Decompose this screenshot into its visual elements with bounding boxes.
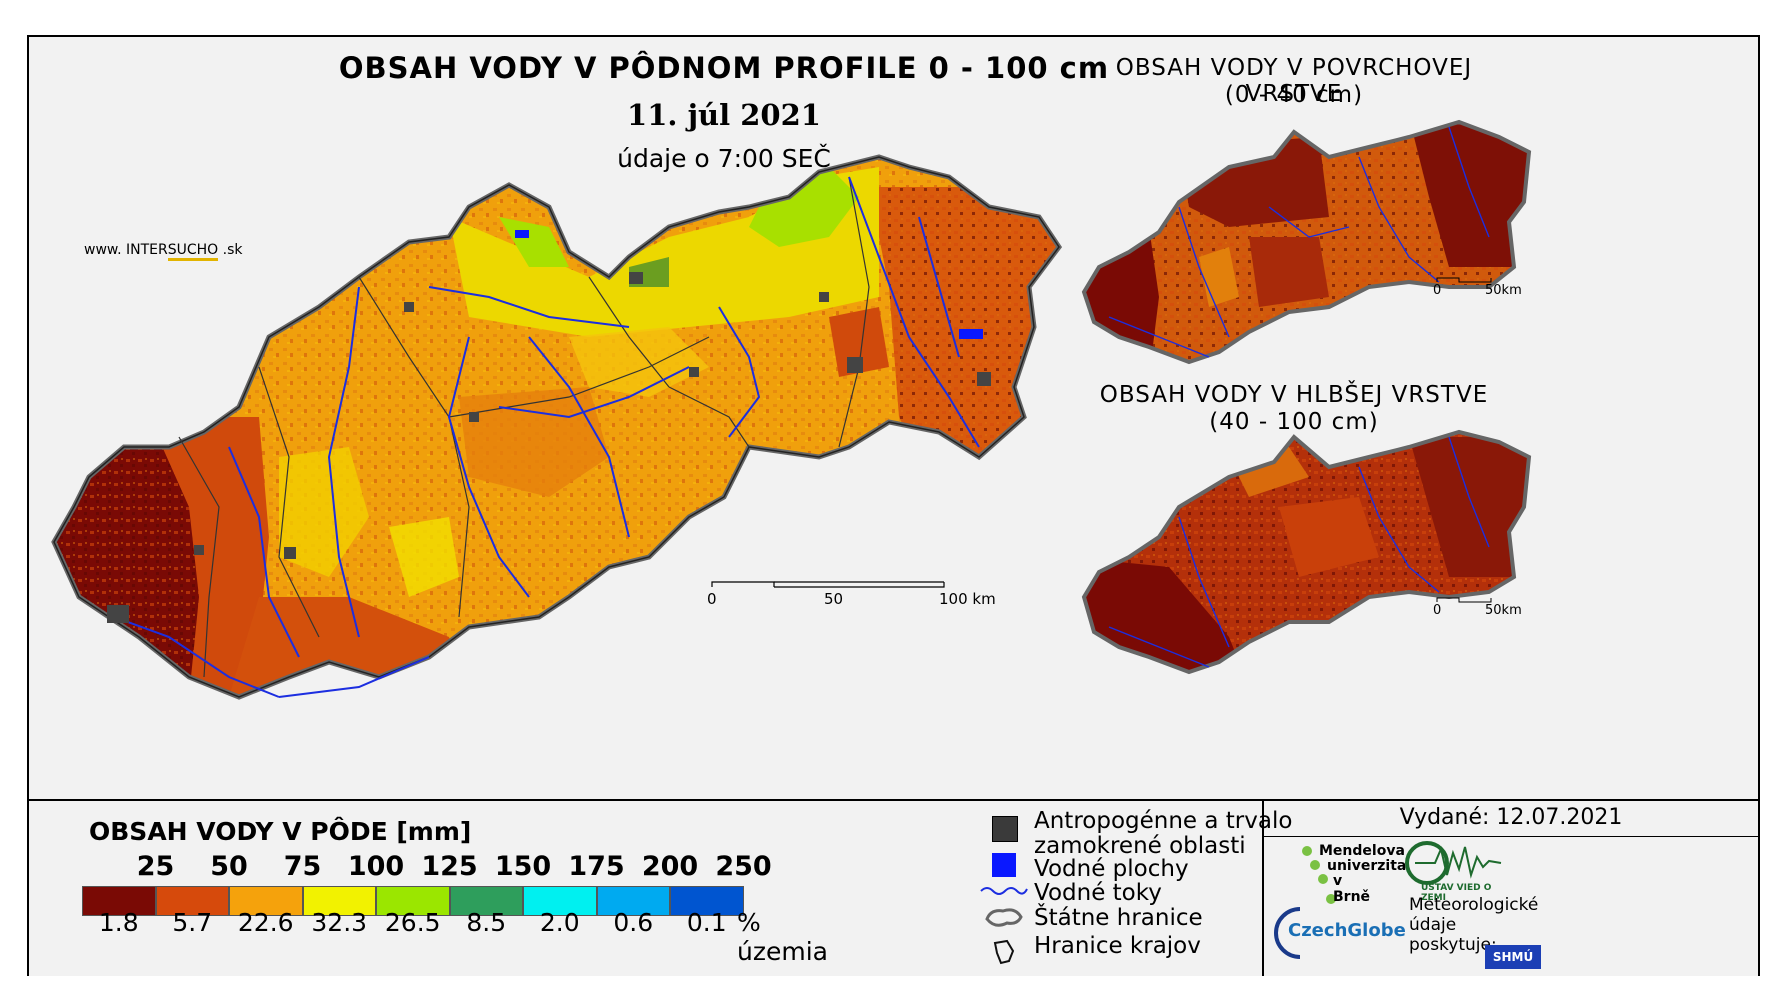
surface-scale-zero: 0 bbox=[1433, 283, 1442, 298]
water-stream-label: Vodné toky bbox=[1034, 880, 1162, 906]
water-body-swatch bbox=[992, 853, 1016, 877]
deep-scale-zero: 0 bbox=[1433, 603, 1442, 618]
czechglobe-logo: CzechGlobe bbox=[1274, 905, 1406, 961]
legend-threshold: 200 bbox=[641, 851, 699, 882]
main-scale-zero: 0 bbox=[707, 590, 717, 608]
legend-percentage: 22.6 bbox=[237, 908, 294, 937]
legend-percentage: 32.3 bbox=[311, 908, 368, 937]
legend-percentage: 26.5 bbox=[384, 908, 441, 937]
legend-divider bbox=[1262, 801, 1264, 976]
main-map bbox=[51, 154, 1063, 700]
legend-swatch bbox=[155, 886, 229, 916]
pct-unit: % územia bbox=[737, 908, 828, 966]
map-frame: OBSAH VODY V PÔDNOM PROFILE 0 - 100 cm 1… bbox=[27, 35, 1760, 976]
legend-percentage: 0.1 bbox=[686, 908, 727, 937]
time-note: údaje o 7:00 SEČ bbox=[617, 144, 831, 173]
legend-title: OBSAH VODY V PÔDE [mm] bbox=[89, 817, 472, 846]
deep-title: OBSAH VODY V HLBŠEJ VRSTVE bbox=[1099, 382, 1489, 408]
mendel-line-1: Mendelova bbox=[1319, 843, 1405, 859]
legend-percentage: 5.7 bbox=[172, 908, 213, 937]
main-scale-end: 100 km bbox=[939, 590, 996, 608]
legend-threshold: 50 bbox=[210, 851, 248, 882]
legend-threshold: 25 bbox=[136, 851, 175, 882]
mendel-line-3: v Brně bbox=[1333, 873, 1371, 905]
water-streams bbox=[113, 176, 980, 698]
legend-panel: OBSAH VODY V PÔDE [mm] 25 50 75 100 125 150 17… bbox=[29, 799, 1758, 976]
legend-percentage: 8.5 bbox=[466, 908, 507, 937]
shmu-logo: SHMÚ bbox=[1485, 945, 1541, 969]
water-body-label: Vodné plochy bbox=[1034, 856, 1189, 882]
map-area: OBSAH VODY V PÔDNOM PROFILE 0 - 100 cm 1… bbox=[29, 37, 1758, 799]
map-date: 11. júl 2021 bbox=[627, 98, 821, 132]
legend-threshold: 150 bbox=[494, 851, 552, 882]
state-border-symbol bbox=[985, 908, 1023, 927]
legend-percentage: 2.0 bbox=[539, 908, 580, 937]
deep-scale-end: 50km bbox=[1485, 603, 1522, 618]
legend-percentage: 0.6 bbox=[613, 908, 654, 937]
legend-threshold: 250 bbox=[715, 851, 772, 882]
legend-swatch bbox=[229, 886, 303, 916]
line-symbols bbox=[980, 887, 1028, 965]
legend-threshold: 100 bbox=[347, 851, 405, 882]
meteo-line-3: poskytuje: bbox=[1409, 935, 1497, 955]
deep-scale-bar bbox=[1436, 597, 1492, 603]
issued-date: Vydané: 12.07.2021 bbox=[1399, 805, 1623, 830]
issued-divider bbox=[1264, 836, 1758, 838]
main-scale-bar bbox=[711, 581, 945, 588]
mendel-line-2: univerzita bbox=[1327, 858, 1407, 874]
legend-swatch bbox=[376, 886, 450, 916]
czechglobe-arc-icon bbox=[1274, 907, 1301, 959]
intersucho-prefix: www. INTER bbox=[84, 242, 168, 258]
ustav-logo: ÚSTAV VIED O ZEMI bbox=[1405, 839, 1505, 903]
mendel-dots-icon bbox=[1302, 846, 1336, 904]
legend-swatch bbox=[523, 886, 597, 916]
seismograph-icon bbox=[1405, 841, 1502, 885]
legend-swatch bbox=[82, 886, 156, 916]
main-title: OBSAH VODY V PÔDNOM PROFILE 0 - 100 cm bbox=[338, 51, 1110, 85]
deep-subtitle: (40 - 100 cm) bbox=[1209, 409, 1379, 435]
intersucho-suffix: SUCHO bbox=[167, 242, 219, 261]
meteo-line-2: údaje bbox=[1409, 915, 1457, 935]
anthropogenic-swatch bbox=[992, 816, 1018, 842]
legend-percentage: 1.8 bbox=[98, 908, 139, 937]
ustav-text: ÚSTAV VIED O ZEMI bbox=[1421, 883, 1492, 903]
surface-subtitle: (0 - 40 cm) bbox=[1224, 82, 1364, 108]
legend-swatch bbox=[596, 886, 670, 916]
legend-swatch bbox=[302, 886, 376, 916]
anthropogenic-areas bbox=[107, 272, 991, 623]
surface-title: OBSAH VODY V POVRCHOVEJ VRSTVE bbox=[1115, 55, 1473, 107]
meteo-line-1: Meteorologické bbox=[1409, 895, 1539, 915]
region-border-label: Hranice krajov bbox=[1034, 933, 1201, 959]
surface-scale-end: 50km bbox=[1485, 283, 1522, 298]
anthropogenic-label-2: zamokrené oblasti bbox=[1034, 833, 1246, 859]
region-border-symbol bbox=[993, 939, 1015, 965]
main-scale-mid: 50 bbox=[824, 590, 844, 608]
czechglobe-text: CzechGlobe bbox=[1288, 920, 1406, 941]
water-bodies bbox=[515, 230, 983, 339]
deep-map bbox=[1081, 429, 1532, 675]
legend-threshold: 75 bbox=[283, 851, 322, 882]
maps-svg bbox=[51, 119, 1532, 700]
state-border-label: Štátne hranice bbox=[1034, 905, 1203, 931]
legend-swatch bbox=[670, 886, 744, 916]
legend-threshold: 175 bbox=[568, 851, 625, 882]
anthropogenic-label: Antropogénne a trvalo bbox=[1034, 808, 1293, 834]
legend-threshold: 125 bbox=[421, 851, 478, 882]
water-stream-symbol bbox=[980, 887, 1028, 895]
intersucho-logo: www. INTERSUCHO .sk bbox=[84, 242, 243, 261]
legend-swatch bbox=[449, 886, 523, 916]
intersucho-domain: .sk bbox=[218, 242, 243, 258]
surface-scale-bar bbox=[1436, 277, 1492, 283]
